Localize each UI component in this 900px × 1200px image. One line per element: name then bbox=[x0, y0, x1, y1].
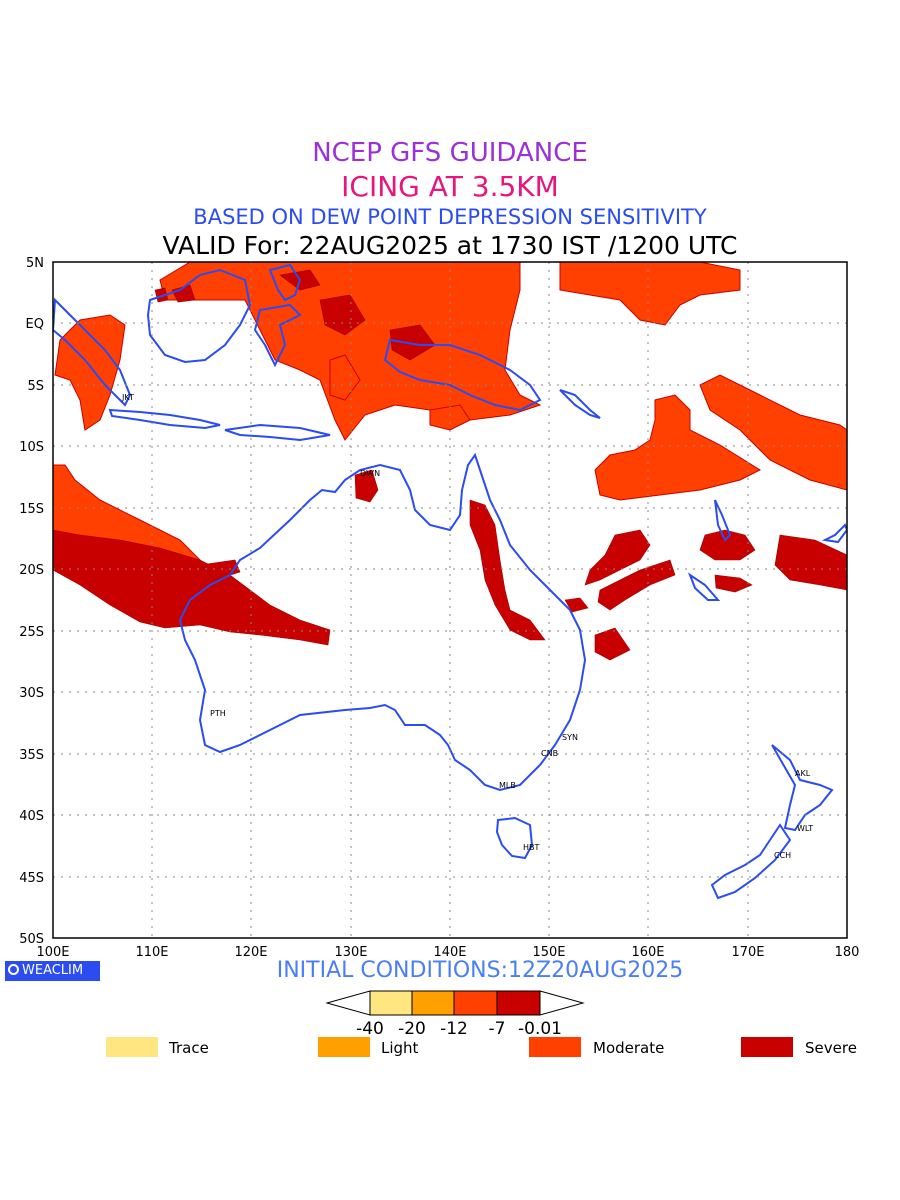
x-tick: 180 bbox=[835, 945, 860, 960]
x-tick: 150E bbox=[532, 945, 565, 960]
legend-swatch-trace bbox=[106, 1037, 158, 1057]
initial-conditions: INITIAL CONDITIONS:12Z20AUG2025 bbox=[276, 958, 684, 983]
colorbar-level: -7 bbox=[489, 1019, 506, 1039]
y-tick: 30S bbox=[19, 686, 44, 701]
icing-map: 100E 110E 120E 130E 140E 150E 160E 170E … bbox=[19, 256, 859, 960]
x-tick: 100E bbox=[36, 945, 69, 960]
y-tick: 15S bbox=[19, 502, 44, 517]
y-tick: EQ bbox=[26, 317, 44, 332]
y-tick: 45S bbox=[19, 871, 44, 886]
y-tick: 50S bbox=[19, 932, 44, 947]
x-tick: 130E bbox=[334, 945, 367, 960]
y-tick: 25S bbox=[19, 625, 44, 640]
city-label: AKL bbox=[795, 769, 811, 778]
legend-swatch-severe bbox=[741, 1037, 793, 1057]
colorbar-level: -12 bbox=[440, 1019, 468, 1039]
y-tick: 20S bbox=[19, 563, 44, 578]
y-tick: 5N bbox=[26, 256, 44, 271]
x-tick: 110E bbox=[135, 945, 168, 960]
city-label: WLT bbox=[797, 824, 813, 833]
x-tick-labels: 100E 110E 120E 130E 140E 150E 160E 170E … bbox=[36, 945, 859, 960]
city-label: MLB bbox=[499, 781, 516, 790]
map-grid bbox=[53, 262, 847, 938]
logo-text: WEACLIM bbox=[22, 963, 84, 978]
city-labels: JKT DWN PTH SYN CNB MLB HBT AKL WLT CCH bbox=[121, 393, 813, 860]
y-tick: 5S bbox=[27, 379, 44, 394]
y-tick-labels: 5N EQ 5S 10S 15S 20S 25S 30S 35S 40S 45S… bbox=[19, 256, 44, 947]
colorbar-level: -40 bbox=[356, 1019, 384, 1039]
legend-label-moderate: Moderate bbox=[593, 1039, 665, 1057]
legend-swatch-light bbox=[318, 1037, 370, 1057]
x-tick: 170E bbox=[731, 945, 764, 960]
legend-label-severe: Severe bbox=[805, 1039, 857, 1057]
city-label: SYN bbox=[562, 733, 578, 742]
title-parameter: ICING AT 3.5KM bbox=[341, 170, 559, 203]
city-label: CNB bbox=[541, 749, 558, 758]
x-tick: 160E bbox=[631, 945, 664, 960]
title-valid-time: VALID For: 22AUG2025 at 1730 IST /1200 U… bbox=[162, 231, 738, 260]
y-tick: 40S bbox=[19, 809, 44, 824]
city-label: JKT bbox=[121, 393, 134, 402]
city-label: HBT bbox=[523, 843, 540, 852]
map-frame bbox=[52, 261, 848, 939]
y-tick: 35S bbox=[19, 748, 44, 763]
city-label: CCH bbox=[774, 851, 791, 860]
weaclim-logo: WEACLIM bbox=[5, 961, 100, 981]
legend-swatch-moderate bbox=[529, 1037, 581, 1057]
x-tick: 120E bbox=[234, 945, 267, 960]
legend-label-light: Light bbox=[381, 1039, 419, 1057]
colorbar-level: -0.01 bbox=[518, 1019, 562, 1039]
colorbar-level: -20 bbox=[398, 1019, 426, 1039]
title-method: BASED ON DEW POINT DEPRESSION SENSITIVIT… bbox=[193, 205, 707, 229]
moderate-icing-areas bbox=[53, 262, 847, 561]
city-label: PTH bbox=[210, 709, 226, 718]
legend-label-trace: Trace bbox=[169, 1039, 209, 1057]
y-tick: 10S bbox=[19, 440, 44, 455]
severe-icing-areas bbox=[53, 269, 847, 661]
x-tick: 140E bbox=[433, 945, 466, 960]
coastlines bbox=[53, 263, 847, 900]
copyright-icon bbox=[8, 964, 19, 975]
title-model: NCEP GFS GUIDANCE bbox=[312, 138, 588, 168]
city-label: DWN bbox=[360, 469, 380, 478]
